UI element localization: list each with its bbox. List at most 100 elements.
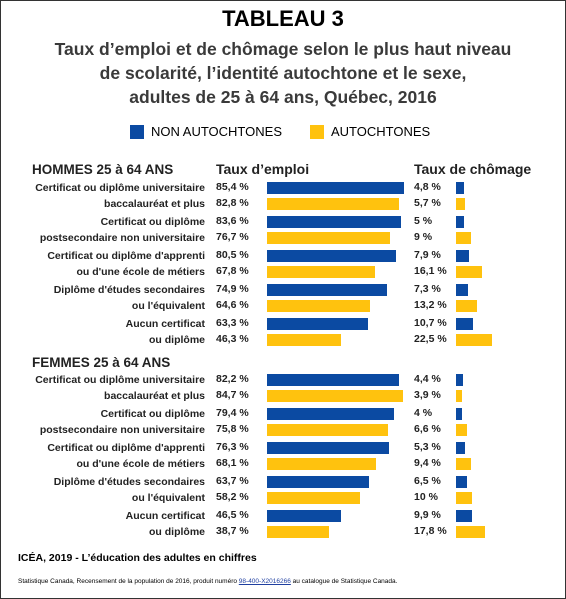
chomage-bar-femmes-row-3-non-autochtones (456, 442, 465, 454)
emploi-value-label-hommes-row-4-non-autochtones: 74,9 % (216, 283, 249, 295)
chart-title: TABLEAU 3 (222, 6, 344, 31)
emploi-bar-hommes-row-2-autochtones (267, 232, 390, 244)
category-label-hommes-row-2-line-1: Certificat ou diplôme (100, 216, 205, 228)
emploi-bar-femmes-row-4-non-autochtones (267, 476, 369, 488)
chomage-value-label-hommes-row-5-non-autochtones: 10,7 % (414, 317, 447, 329)
chomage-value-label-hommes-row-1-autochtones: 5,7 % (414, 197, 441, 209)
chart-subtitle-line-1: Taux d’emploi et de chômage selon le plu… (54, 39, 512, 59)
chomage-value-label-femmes-row-1-autochtones: 3,9 % (414, 389, 441, 401)
emploi-value-label-femmes-row-3-autochtones: 68,1 % (216, 457, 249, 469)
emploi-bar-hommes-row-5-non-autochtones (267, 318, 369, 330)
legend-label-non-autochtones: NON AUTOCHTONES (151, 124, 282, 139)
category-label-hommes-row-5-line-1: Aucun certificat (125, 318, 205, 330)
chomage-value-label-femmes-row-3-non-autochtones: 5,3 % (414, 441, 441, 453)
chomage-value-label-femmes-row-3-autochtones: 9,4 % (414, 457, 441, 469)
chomage-value-label-hommes-row-3-autochtones: 16,1 % (414, 265, 447, 277)
chomage-value-label-hommes-row-5-autochtones: 22,5 % (414, 333, 447, 345)
emploi-value-label-hommes-row-2-autochtones: 76,7 % (216, 231, 249, 243)
legend-entry-non-autochtones: NON AUTOCHTONES (130, 124, 282, 139)
footer-source: ICÉA, 2019 - L’éducation des adultes en … (18, 552, 257, 564)
chomage-value-label-hommes-row-2-non-autochtones: 5 % (414, 215, 433, 227)
chomage-bar-hommes-row-4-non-autochtones (456, 284, 468, 296)
emploi-bar-femmes-row-2-autochtones (267, 424, 389, 436)
category-label-femmes-row-4-line-1: Diplôme d'études secondaires (53, 476, 205, 488)
emploi-bar-femmes-row-1-non-autochtones (267, 374, 399, 386)
emploi-bar-femmes-row-5-autochtones (267, 526, 329, 538)
category-label-femmes-row-2-line-1: Certificat ou diplôme (100, 408, 205, 420)
chomage-value-label-hommes-row-4-autochtones: 13,2 % (414, 299, 447, 311)
chomage-value-label-femmes-row-4-autochtones: 10 % (414, 491, 438, 503)
category-label-femmes-row-3-line-2: ou d'une école de métiers (76, 458, 205, 470)
chomage-value-label-hommes-row-2-autochtones: 9 % (414, 231, 433, 243)
category-label-hommes-row-1-line-1: Certificat ou diplôme universitaire (35, 182, 205, 194)
chart-subtitle-line-3: adultes de 25 à 64 ans, Québec, 2016 (129, 87, 437, 107)
emploi-bar-femmes-row-4-autochtones (267, 492, 361, 504)
footer-citation-suffix: au catalogue de Statistique Canada. (290, 578, 398, 585)
category-label-hommes-row-3-line-2: ou d'une école de métiers (76, 266, 205, 278)
emploi-bar-hommes-row-1-non-autochtones (267, 182, 404, 194)
chomage-bar-femmes-row-4-non-autochtones (456, 476, 467, 488)
chomage-bar-femmes-row-1-non-autochtones (456, 374, 464, 386)
emploi-bar-hommes-row-5-autochtones (267, 334, 342, 346)
emploi-bar-femmes-row-1-autochtones (267, 390, 403, 402)
chomage-value-label-femmes-row-2-autochtones: 6,6 % (414, 423, 441, 435)
chomage-bar-femmes-row-2-autochtones (456, 424, 467, 436)
chart-subtitle-line-2: de scolarité, l’identité autochtone et l… (99, 63, 467, 83)
chomage-bar-femmes-row-3-autochtones (456, 458, 472, 470)
chomage-bar-hommes-row-3-autochtones (456, 266, 483, 278)
category-label-femmes-row-1-line-1: Certificat ou diplôme universitaire (35, 374, 205, 386)
category-label-femmes-row-1-line-2: baccalauréat et plus (104, 390, 205, 402)
category-label-hommes-row-5-line-2: ou diplôme (149, 334, 205, 346)
chomage-value-label-femmes-row-5-non-autochtones: 9,9 % (414, 509, 441, 521)
section-title-femmes: FEMMES 25 à 64 ANS (32, 355, 171, 370)
emploi-bar-femmes-row-3-non-autochtones (267, 442, 390, 454)
column-header-chomage: Taux de chômage (414, 161, 532, 177)
emploi-bar-hommes-row-3-autochtones (267, 266, 376, 278)
emploi-value-label-hommes-row-3-autochtones: 67,8 % (216, 265, 249, 277)
chomage-bar-hommes-row-2-non-autochtones (456, 216, 465, 228)
chomage-value-label-femmes-row-5-autochtones: 17,8 % (414, 525, 447, 537)
emploi-value-label-femmes-row-1-non-autochtones: 82,2 % (216, 373, 249, 385)
emploi-value-label-hommes-row-1-non-autochtones: 85,4 % (216, 181, 249, 193)
emploi-value-label-femmes-row-2-non-autochtones: 79,4 % (216, 407, 249, 419)
emploi-bar-femmes-row-5-non-autochtones (267, 510, 342, 522)
column-header-emploi: Taux d’emploi (216, 161, 310, 177)
chomage-bar-femmes-row-4-autochtones (456, 492, 473, 504)
category-label-hommes-row-2-line-2: postsecondaire non universitaire (39, 232, 205, 244)
chomage-bar-hommes-row-1-autochtones (456, 198, 466, 210)
emploi-value-label-hommes-row-1-autochtones: 82,8 % (216, 197, 249, 209)
chomage-bar-hommes-row-3-non-autochtones (456, 250, 469, 262)
chomage-value-label-femmes-row-1-non-autochtones: 4,4 % (414, 373, 441, 385)
section-title-hommes: HOMMES 25 à 64 ANS (32, 162, 174, 177)
legend-swatch-autochtones (310, 124, 324, 139)
emploi-value-label-hommes-row-4-autochtones: 64,6 % (216, 299, 249, 311)
emploi-value-label-hommes-row-3-non-autochtones: 80,5 % (216, 249, 249, 261)
chomage-value-label-hommes-row-4-non-autochtones: 7,3 % (414, 283, 441, 295)
chomage-bar-hommes-row-5-autochtones (456, 334, 493, 346)
chomage-bar-femmes-row-1-autochtones (456, 390, 463, 402)
footer-citation-prefix: Statistique Canada, Recensement de la po… (18, 578, 239, 585)
footer-citation-link[interactable]: 98-400-X2016266 (238, 578, 291, 585)
category-label-femmes-row-4-line-2: ou l'équivalent (131, 492, 205, 504)
emploi-value-label-femmes-row-5-autochtones: 38,7 % (216, 525, 249, 537)
chomage-bar-hommes-row-5-non-autochtones (456, 318, 474, 330)
emploi-value-label-femmes-row-2-autochtones: 75,8 % (216, 423, 249, 435)
chomage-value-label-femmes-row-4-non-autochtones: 6,5 % (414, 475, 441, 487)
emploi-bar-hommes-row-4-non-autochtones (267, 284, 387, 296)
legend-swatch-non-autochtones (130, 124, 144, 139)
emploi-bar-hommes-row-3-non-autochtones (267, 250, 396, 262)
chomage-bar-femmes-row-5-autochtones (456, 526, 485, 538)
category-label-femmes-row-5-line-2: ou diplôme (149, 526, 205, 538)
emploi-bar-hommes-row-1-autochtones (267, 198, 400, 210)
chomage-bar-femmes-row-2-non-autochtones (456, 408, 463, 420)
legend-entry-autochtones: AUTOCHTONES (310, 124, 430, 139)
category-label-femmes-row-5-line-1: Aucun certificat (125, 510, 205, 522)
chomage-bar-hommes-row-4-autochtones (456, 300, 478, 312)
emploi-value-label-femmes-row-5-non-autochtones: 46,5 % (216, 509, 249, 521)
emploi-value-label-femmes-row-4-autochtones: 58,2 % (216, 491, 249, 503)
emploi-value-label-hommes-row-5-non-autochtones: 63,3 % (216, 317, 249, 329)
category-label-hommes-row-4-line-2: ou l'équivalent (131, 300, 205, 312)
emploi-value-label-hommes-row-2-non-autochtones: 83,6 % (216, 215, 249, 227)
category-label-femmes-row-2-line-2: postsecondaire non universitaire (39, 424, 205, 436)
chomage-bar-hommes-row-2-autochtones (456, 232, 471, 244)
